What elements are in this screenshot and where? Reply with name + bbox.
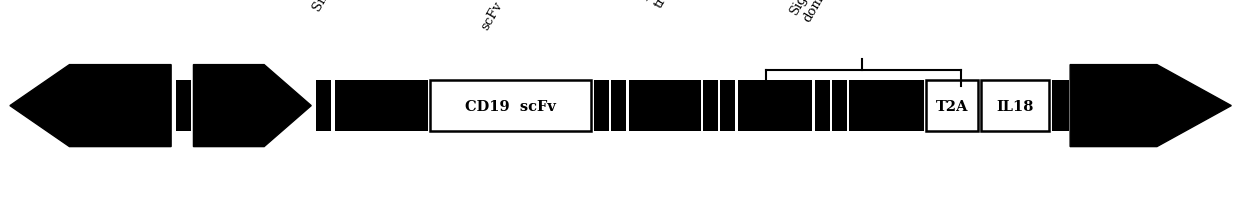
FancyArrow shape <box>1070 65 1231 147</box>
Bar <box>629 81 701 132</box>
Bar <box>849 81 924 132</box>
FancyArrow shape <box>10 65 171 147</box>
Bar <box>981 81 1049 132</box>
Text: Hinge and
transmembrane: Hinge and transmembrane <box>639 0 717 10</box>
Bar <box>611 81 626 132</box>
Text: scFv: scFv <box>479 0 505 33</box>
Text: IL18: IL18 <box>996 99 1034 113</box>
Text: Signaling
domains: Signaling domains <box>787 0 844 24</box>
Bar <box>720 81 735 132</box>
Bar <box>335 81 428 132</box>
Bar <box>316 81 331 132</box>
Bar <box>832 81 847 132</box>
Bar <box>1052 81 1069 132</box>
FancyArrow shape <box>193 65 311 147</box>
Text: T2A: T2A <box>936 99 968 113</box>
Bar <box>738 81 812 132</box>
Bar <box>176 81 191 132</box>
Bar <box>703 81 718 132</box>
Text: CD19  scFv: CD19 scFv <box>465 99 557 113</box>
Bar <box>815 81 830 132</box>
Bar <box>430 81 591 132</box>
Bar <box>594 81 609 132</box>
Text: Single Peptide: Single Peptide <box>311 0 371 14</box>
Bar <box>926 81 978 132</box>
